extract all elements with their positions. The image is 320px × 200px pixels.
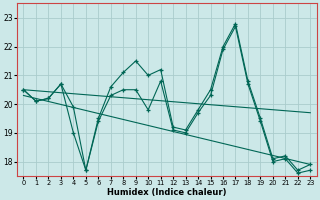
X-axis label: Humidex (Indice chaleur): Humidex (Indice chaleur) (107, 188, 227, 197)
